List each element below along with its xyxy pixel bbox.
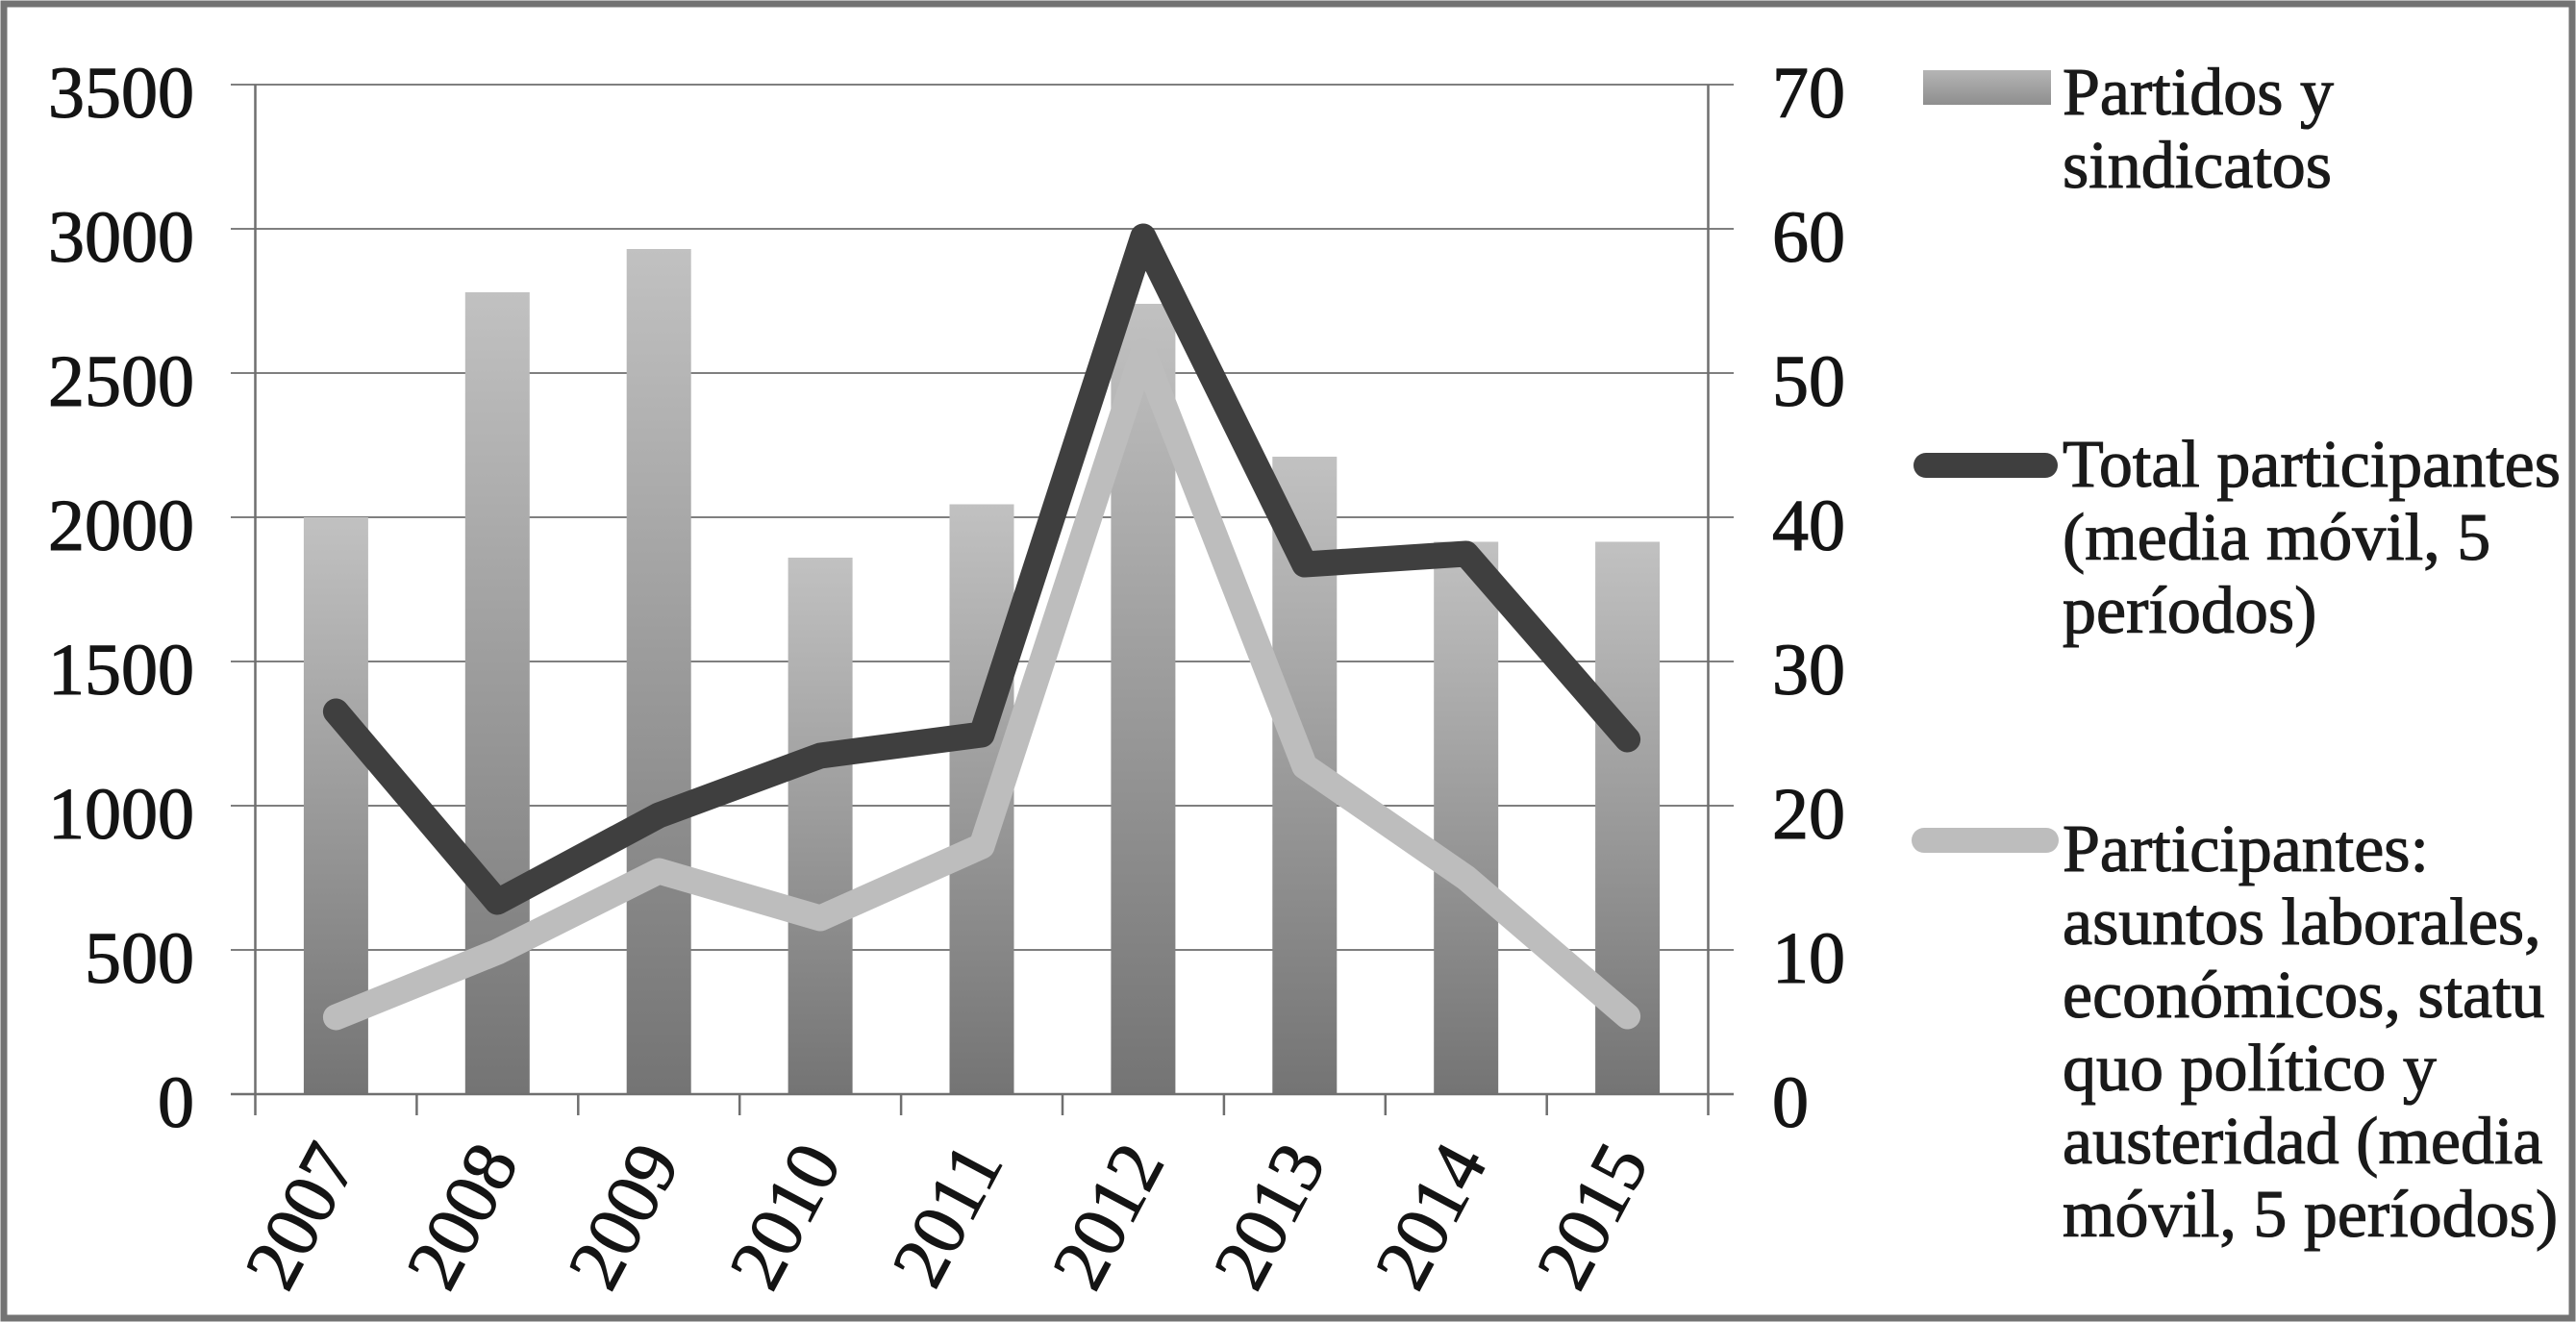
svg-text:2013: 2013 <box>1197 1130 1341 1302</box>
svg-text:2009: 2009 <box>551 1130 695 1302</box>
svg-text:50: 50 <box>1772 341 1845 422</box>
svg-text:0: 0 <box>1772 1062 1809 1143</box>
svg-text:1000: 1000 <box>48 774 194 855</box>
svg-text:0: 0 <box>158 1062 194 1143</box>
svg-text:2500: 2500 <box>48 341 194 422</box>
svg-text:2000: 2000 <box>48 486 194 566</box>
svg-text:2014: 2014 <box>1359 1130 1503 1302</box>
svg-text:2007: 2007 <box>228 1130 372 1302</box>
svg-text:40: 40 <box>1772 486 1845 566</box>
svg-text:30: 30 <box>1772 630 1845 711</box>
svg-text:2011: 2011 <box>875 1130 1018 1299</box>
svg-text:70: 70 <box>1772 53 1845 134</box>
svg-text:2015: 2015 <box>1520 1130 1664 1302</box>
svg-text:60: 60 <box>1772 197 1845 278</box>
svg-text:1500: 1500 <box>48 630 194 711</box>
svg-text:2010: 2010 <box>713 1130 857 1302</box>
svg-text:2012: 2012 <box>1036 1130 1180 1302</box>
svg-text:3000: 3000 <box>48 197 194 278</box>
svg-text:3500: 3500 <box>48 53 194 134</box>
svg-text:2008: 2008 <box>389 1130 534 1302</box>
svg-text:500: 500 <box>85 918 194 999</box>
svg-text:10: 10 <box>1772 918 1845 999</box>
svg-text:20: 20 <box>1772 774 1845 855</box>
